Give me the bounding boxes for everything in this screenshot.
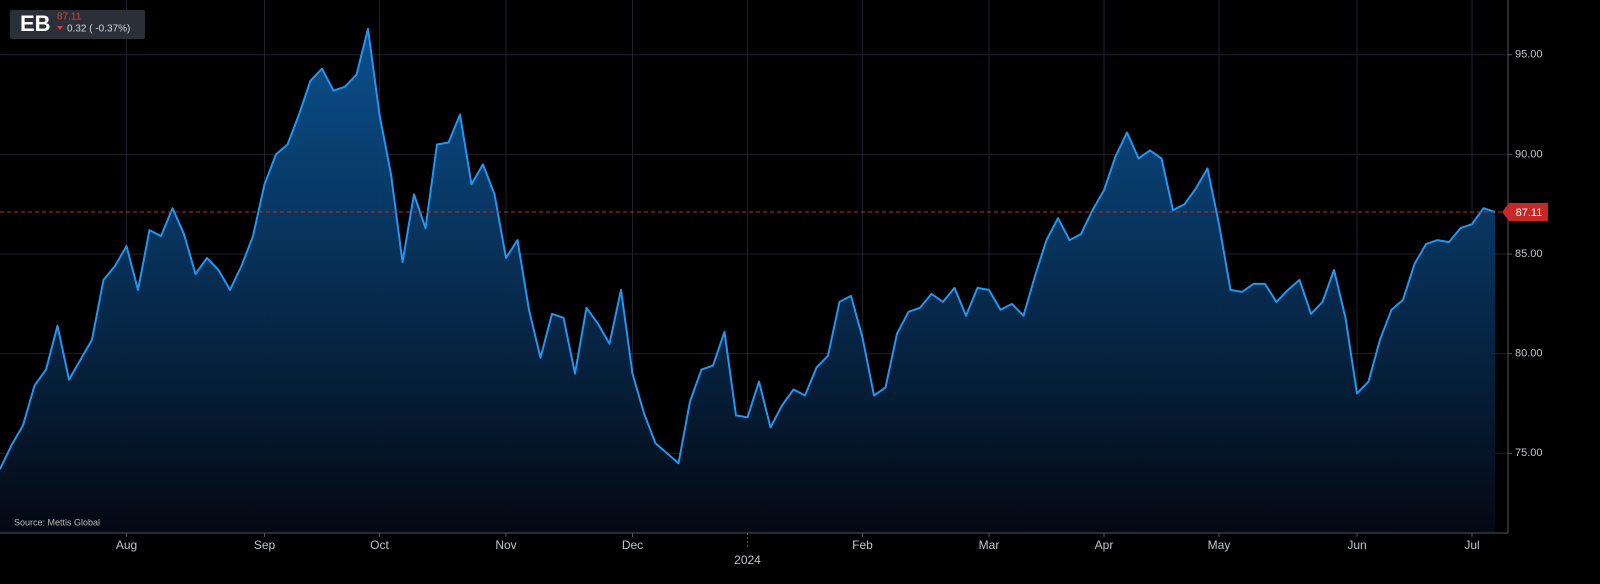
y-tick-label: 90.00	[1515, 148, 1543, 160]
x-tick-label: Sep	[254, 538, 276, 552]
x-tick-label: May	[1208, 538, 1231, 552]
last-price-tag	[1502, 203, 1548, 222]
area	[0, 28, 1495, 534]
x-tick-label: Aug	[116, 538, 137, 552]
y-tick-label: 85.00	[1515, 248, 1543, 260]
y-tick-label: 80.00	[1515, 348, 1543, 360]
line	[0, 27, 1496, 470]
y-tick-label: 95.00	[1515, 49, 1543, 61]
plot	[0, 27, 1496, 534]
x-tick-label: Apr	[1095, 538, 1114, 552]
change: 0.32 ( -0.37%)	[67, 24, 130, 35]
x-tick-label: Mar	[979, 538, 1000, 552]
x-tick-label: Dec	[622, 538, 643, 552]
ticker: EB	[20, 11, 51, 36]
x-tick-label: Jul	[1464, 538, 1479, 552]
price: 87.11	[57, 12, 82, 23]
down-arrow	[57, 26, 63, 30]
source: Source: Mettis Global	[14, 517, 100, 527]
x-tick-label: Jun	[1347, 538, 1366, 552]
ticker-badge	[10, 10, 145, 39]
x-tick-label: Oct	[370, 538, 389, 552]
y-tick-label: 75.00	[1515, 447, 1543, 459]
x-tick-label: 2024	[734, 553, 761, 567]
last-price-label: 87.11	[1516, 207, 1543, 219]
x-tick-label: Nov	[495, 538, 516, 552]
x-tick-label: Feb	[852, 538, 873, 552]
